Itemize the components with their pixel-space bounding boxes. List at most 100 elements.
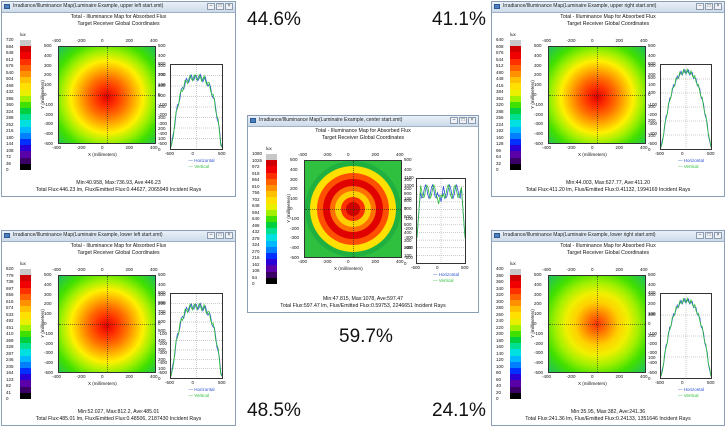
illuminance-window-lower-right[interactable]: Irradiance/Illuminance Map(Luminaire Exa… [491, 230, 725, 426]
close-button[interactable]: × [225, 3, 233, 10]
profile-y-tick-label: 0 [158, 147, 161, 152]
heatmap-y-tick-label: 300 [44, 291, 52, 297]
heatmap-y-tick-label: -300 [290, 235, 300, 241]
heatmap-x-tick-label: -400 [52, 374, 62, 379]
colorbar-tick-label: 720 [6, 37, 14, 42]
heatmap-y-tick-label: 0 [290, 206, 293, 211]
profile-y-tick-label: 600 [404, 214, 412, 220]
x-axis-title: X (millimeters) [88, 381, 117, 386]
close-button[interactable]: × [714, 3, 722, 10]
close-button[interactable]: × [468, 117, 476, 124]
colorbar-segment [20, 58, 31, 65]
heatmap-y-tick-label: -200 [648, 111, 658, 117]
minimize-button[interactable]: – [696, 232, 704, 239]
profile-y-tick-label: 400 [648, 290, 656, 295]
window-title: Irradiance/Illuminance Map(Luminaire Exa… [259, 117, 403, 123]
colorbar-tick-label: 480 [496, 69, 504, 75]
colorbar-tick-label: 1026 [252, 157, 263, 163]
profile-y-tick-label: 800 [404, 198, 412, 204]
maximize-button[interactable]: □ [216, 232, 224, 239]
colorbar-segment [20, 40, 31, 47]
heatmap-y-tick-label: -200 [158, 111, 168, 117]
profile-y-tick-label: 300 [404, 237, 412, 243]
illuminance-window-center[interactable]: Irradiance/Illuminance Map(Luminaire Exa… [247, 115, 479, 313]
map-title: Total - Illuminance Map for Absorbed Flu… [315, 128, 411, 134]
profile-y-tick-label: 200 [648, 333, 656, 338]
heatmap-y-tick-label: -500 [648, 370, 658, 375]
profile-y-tick-label: 500 [158, 328, 166, 334]
legend-entry-vertical: — Vertical [188, 164, 210, 169]
colorbar-segment [20, 120, 31, 127]
heatmap-y-tick-label: 400 [648, 52, 656, 58]
maximize-button[interactable]: □ [216, 3, 224, 10]
map-subtitle: Target Receiver Global Coordinates [566, 21, 650, 27]
colorbar-unit: lux [20, 261, 26, 266]
colorbar-tick-label: 738 [6, 279, 14, 284]
heatmap-y-tick-label: -300 [648, 121, 658, 127]
minimize-button[interactable]: – [207, 232, 215, 239]
colorbar-segment [266, 246, 277, 253]
colorbar-segment [20, 114, 31, 121]
heatmap-y-tick-label: 400 [648, 281, 656, 287]
legend-entry-vertical: — Vertical [678, 164, 699, 169]
profile-y-tick-label: 0 [648, 147, 651, 152]
profile-x-tick-label: 0 [436, 265, 439, 270]
heatmap-y-tick-label: 400 [44, 281, 52, 287]
colorbar-segment [20, 368, 31, 375]
maximize-button[interactable]: □ [459, 117, 467, 124]
colorbar-tick-label: 270 [252, 248, 260, 254]
colorbar-tick-label: 280 [496, 305, 504, 310]
colorbar-tick-label: 410 [6, 331, 14, 336]
colorbar-tick-label: 72 [6, 154, 12, 159]
maximize-button[interactable]: □ [705, 3, 713, 10]
title-bar: Irradiance/Illuminance Map(Luminaire Exa… [2, 2, 235, 13]
heatmap-y-tick-label: -300 [534, 350, 544, 356]
heatmap-x-tick-label: -200 [322, 152, 332, 157]
y-axis-title: Y (millimeters) [39, 80, 45, 109]
colorbar-segment [510, 64, 521, 71]
heatmap-y-tick-label: 500 [648, 272, 656, 277]
profile-plot [660, 64, 712, 150]
heatmap-y-tick-label: 500 [290, 157, 298, 162]
profile-x-tick-label: 0 [191, 151, 195, 156]
heatmap-x-tick-label: 0 [101, 374, 104, 379]
colorbar-tick-label: 40 [496, 383, 502, 388]
colorbar-tick-label: 486 [252, 222, 260, 228]
colorbar-segment [20, 281, 31, 288]
heatmap-y-tick-label: -500 [648, 141, 658, 146]
illuminance-window-lower-left[interactable]: Irradiance/Illuminance Map(Luminaire Exa… [1, 230, 236, 426]
heatmap-y-tick-label: 300 [404, 176, 412, 182]
illuminance-window-upper-left[interactable]: Irradiance/Illuminance Map(Luminaire Exa… [1, 1, 236, 197]
profile-y-tick-label: 200 [404, 245, 412, 251]
colorbar [510, 269, 521, 399]
colorbar-tick-label: 220 [496, 324, 504, 330]
heatmap-y-tick-label: 200 [648, 301, 656, 307]
close-button[interactable]: × [714, 232, 722, 239]
colorbar-segment [20, 46, 31, 53]
minimize-button[interactable]: – [207, 3, 215, 10]
colorbar-tick-label: 160 [496, 344, 504, 349]
illuminance-heatmap [58, 46, 156, 144]
heatmap-y-tick-label: 100 [44, 82, 52, 88]
illuminance-heatmap [58, 275, 156, 373]
colorbar-segment [510, 337, 521, 344]
colorbar-segment [266, 234, 277, 241]
heatmap-y-tick-label: 200 [158, 301, 166, 307]
colorbar-segment [510, 392, 521, 399]
minimize-button[interactable]: – [696, 3, 704, 10]
close-button[interactable]: × [225, 232, 233, 239]
window-controls: – □ × [450, 117, 476, 124]
map-subtitle: Target Receiver Global Coordinates [77, 250, 160, 256]
profile-x-tick-label: 0 [681, 151, 684, 156]
heatmap-x-tick-label: -200 [76, 374, 86, 379]
colorbar-tick-label: 648 [252, 203, 260, 208]
heatmap-crosshair [549, 324, 645, 325]
illuminance-window-upper-right[interactable]: Irradiance/Illuminance Map(Luminaire Exa… [491, 1, 725, 197]
heatmap-x-tick-label: 200 [615, 145, 624, 150]
minimize-button[interactable]: – [450, 117, 458, 124]
heatmap-y-tick-label: 0 [44, 92, 47, 97]
maximize-button[interactable]: □ [705, 232, 713, 239]
colorbar-segment [510, 114, 521, 121]
window-app-icon [250, 118, 256, 123]
x-axis-title: X (millimeters) [334, 266, 363, 271]
